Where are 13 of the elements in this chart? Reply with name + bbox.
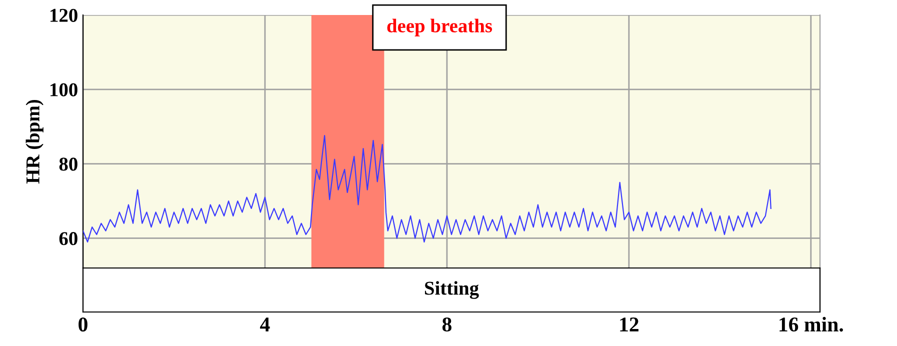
x-tick-label: 12 <box>620 318 638 332</box>
x-tick-label: 4 <box>260 318 270 332</box>
y-tick-label: 80 <box>59 158 78 171</box>
y-tick-label: 120 <box>50 8 78 22</box>
y-tick-label: 100 <box>50 83 78 96</box>
y-tick-label: 60 <box>59 232 78 246</box>
y-axis-title: HR (bpm) <box>26 100 44 184</box>
text: Sitting <box>424 281 479 299</box>
x-tick-label: 0 <box>78 317 88 332</box>
band-label: deep breaths <box>387 18 492 36</box>
x-tick-label: 16 min. <box>780 316 843 332</box>
line-series <box>83 134 772 243</box>
x-tick-label: 8 <box>442 317 452 332</box>
